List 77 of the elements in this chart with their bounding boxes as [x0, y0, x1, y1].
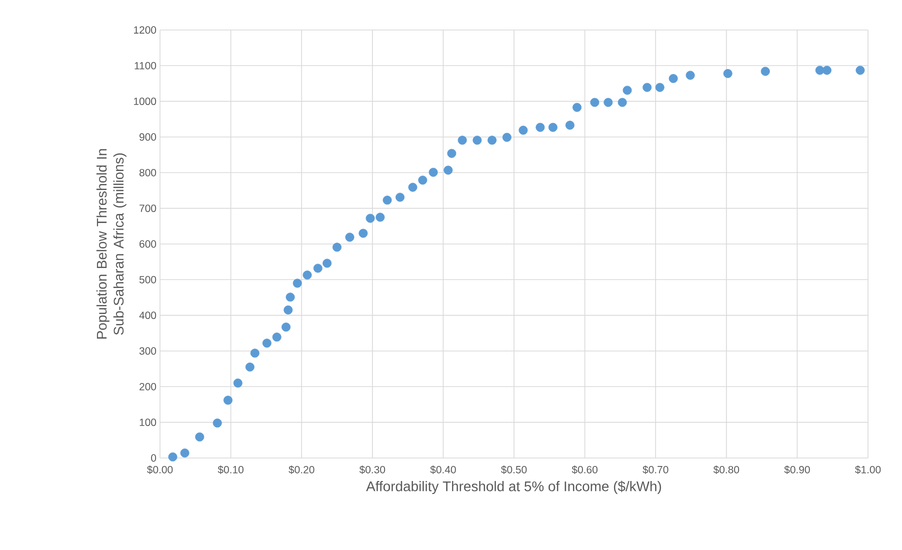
point: [518, 126, 528, 135]
point: [212, 418, 222, 428]
x-tick-label: $0.50: [501, 466, 527, 474]
y-tick-label: 500: [139, 276, 156, 284]
point: [428, 168, 438, 177]
y-tick-label: 100: [140, 418, 156, 426]
y-tick-label: 400: [139, 312, 156, 320]
point: [302, 270, 312, 280]
point: [286, 292, 295, 302]
y-tick-label: 1100: [134, 62, 156, 70]
point: [292, 278, 302, 288]
point: [815, 66, 824, 75]
point: [502, 132, 512, 142]
point: [332, 242, 342, 252]
point: [358, 228, 368, 238]
point: [655, 82, 664, 92]
point: [565, 120, 574, 130]
y-axis-title: Population Below Threshold In Sub-Saharan Africa (millions): [96, 149, 126, 339]
point: [444, 166, 453, 175]
y-tick-label: 1200: [134, 26, 156, 34]
point: [168, 452, 178, 462]
point: [284, 305, 293, 314]
point: [345, 232, 354, 242]
x-axis-title: Affordability Threshold at 5% of Income ($/kWh): [366, 480, 662, 494]
x-tick-label: $0.80: [713, 466, 740, 474]
point: [272, 332, 282, 342]
point: [262, 338, 272, 348]
point: [376, 212, 385, 222]
point: [723, 69, 732, 78]
y-tick-label: 1000: [134, 98, 156, 106]
y-tick-label: 800: [139, 168, 156, 176]
x-tick-label: $1.00: [855, 466, 881, 474]
point: [447, 148, 456, 158]
x-tick-label: $0.70: [642, 466, 668, 474]
point: [418, 176, 428, 185]
point: [458, 136, 467, 145]
point: [366, 214, 375, 223]
y-tick-label: 0: [151, 454, 156, 462]
x-tick-label: $0.40: [430, 466, 456, 474]
point: [223, 396, 232, 405]
point: [472, 136, 482, 145]
x-tick-label: $0.60: [572, 466, 598, 474]
point: [396, 192, 405, 202]
y-tick-label: 600: [140, 240, 156, 248]
point: [856, 66, 865, 75]
point: [618, 98, 627, 107]
point: [245, 362, 254, 372]
point: [642, 82, 652, 92]
y-tick-label: 900: [140, 133, 156, 141]
point: [536, 122, 545, 132]
point: [313, 264, 322, 273]
point: [760, 66, 770, 76]
y-tick-label: 700: [140, 204, 156, 212]
x-tick-label: $0.20: [288, 466, 314, 474]
point: [668, 74, 678, 83]
point: [488, 136, 497, 145]
point: [408, 182, 418, 192]
y-tick-label: 300: [139, 347, 156, 355]
x-tick-label: $0.10: [218, 466, 244, 474]
point: [622, 86, 632, 95]
point: [180, 448, 190, 458]
x-tick-label: $0.00: [147, 466, 173, 474]
point: [250, 348, 260, 358]
point: [590, 98, 600, 107]
x-tick-label: $0.90: [784, 466, 810, 474]
y-tick-label: 200: [140, 382, 156, 390]
point: [322, 258, 332, 268]
point: [548, 122, 558, 132]
point: [572, 102, 582, 112]
point: [686, 70, 695, 80]
point: [282, 322, 291, 332]
point: [195, 432, 204, 442]
point: [233, 378, 242, 388]
point: [822, 66, 832, 75]
point: [604, 98, 613, 107]
point: [382, 196, 392, 205]
x-tick-label: $0.30: [359, 466, 386, 474]
